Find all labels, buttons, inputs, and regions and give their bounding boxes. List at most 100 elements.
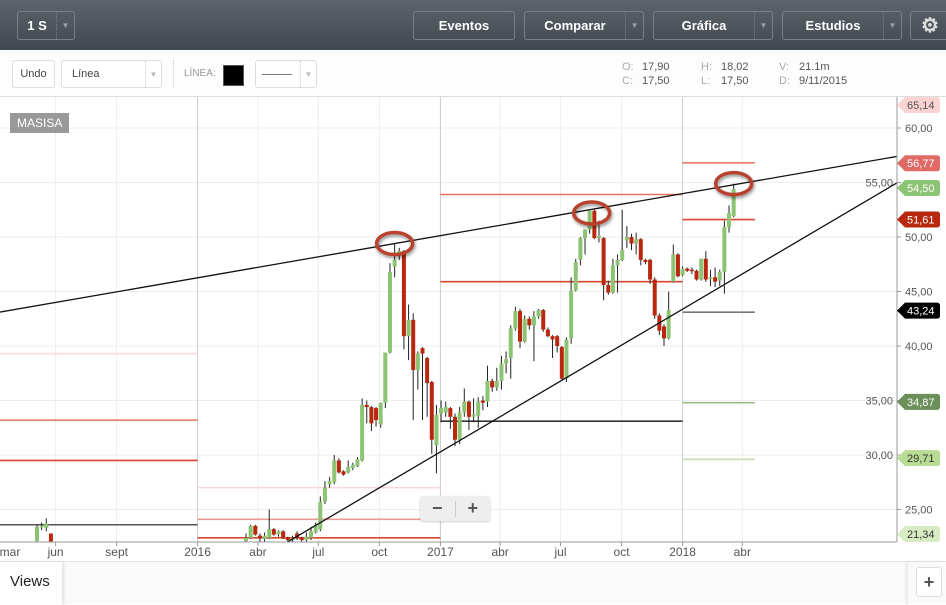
price-tag: 29,71 (897, 450, 940, 467)
candle-body (643, 259, 648, 263)
candle-body (457, 412, 462, 440)
compare-button[interactable]: Comparar ▼ (524, 11, 644, 40)
candle-body (685, 268, 690, 271)
candle-body (374, 408, 379, 421)
candle-body (629, 237, 634, 244)
line-style-label: ——— (262, 68, 292, 80)
candle (360, 398, 365, 462)
candle (634, 232, 639, 255)
candle-body (624, 237, 629, 241)
chevron-down-icon[interactable]: ▼ (56, 12, 74, 39)
views-tab[interactable]: Views (0, 562, 62, 605)
candle-body (383, 352, 388, 403)
candle-body (490, 380, 495, 388)
chevron-down-icon[interactable]: ▼ (754, 12, 772, 39)
y-tick-label: 35,00 (865, 396, 893, 408)
candle (615, 254, 620, 293)
candle-body (462, 401, 467, 413)
studies-button[interactable]: Estudios ▼ (782, 11, 902, 40)
candle (541, 308, 546, 332)
price-tag-label: 21,34 (907, 529, 935, 541)
line-color-swatch[interactable] (223, 65, 244, 86)
candle-body (253, 525, 258, 535)
candle (276, 530, 281, 537)
top-toolbar: 1 S ▼ Eventos Comparar ▼ Gráfica ▼ Estud… (0, 0, 946, 50)
undo-button[interactable]: Undo (12, 60, 55, 88)
chevron-down-icon[interactable]: ▼ (625, 12, 643, 39)
candle-body (476, 401, 481, 416)
trend-line (286, 182, 897, 542)
candle (494, 367, 499, 391)
candle (443, 401, 448, 417)
price-tag: 43,24 (897, 302, 940, 319)
x-tick-label: jul (553, 545, 566, 559)
price-tag-label: 34,87 (907, 397, 935, 409)
candle (346, 460, 351, 474)
highlight-circle (374, 230, 415, 257)
candle (327, 476, 332, 488)
chevron-down-icon: ▼ (145, 61, 161, 87)
candle (355, 457, 360, 467)
candle (39, 522, 44, 531)
candle (322, 481, 327, 505)
candle-body (411, 319, 416, 370)
x-tick-label: 2016 (184, 545, 211, 559)
candle-body (443, 407, 448, 413)
line-style-select[interactable]: ——— ▼ (255, 60, 317, 88)
chevron-down-icon[interactable]: ▼ (883, 12, 901, 39)
zoom-out-button[interactable]: − (431, 498, 443, 518)
zoom-in-button[interactable]: + (467, 498, 478, 518)
candle (309, 526, 314, 541)
candle-body (471, 414, 476, 417)
candle (629, 233, 634, 251)
candle-body (518, 311, 523, 342)
events-button[interactable]: Eventos (413, 11, 515, 40)
candle (313, 522, 318, 534)
candle-body (346, 466, 351, 473)
drawing-tool-select[interactable]: Línea ▼ (61, 60, 162, 88)
candle-body (480, 400, 485, 403)
candle-body (689, 269, 694, 272)
candle (662, 324, 667, 346)
candle-body (318, 501, 323, 530)
candle-body (466, 401, 471, 417)
add-view-button[interactable]: + (916, 567, 942, 597)
settings-button[interactable]: ⚙ (910, 11, 946, 40)
price-tag: 21,34 (897, 526, 940, 542)
date-label: D: (779, 75, 790, 87)
candle (545, 327, 550, 338)
candle (610, 258, 615, 294)
candle-body (569, 290, 574, 339)
candle (457, 407, 462, 445)
candle (34, 524, 39, 542)
candle (267, 509, 272, 539)
candle-body (39, 525, 44, 528)
candle-body (262, 535, 267, 539)
candle-body (564, 339, 569, 379)
candle-body (244, 537, 248, 542)
candle-body (448, 408, 453, 417)
candle (401, 250, 406, 350)
candle (652, 277, 657, 319)
candle (504, 351, 509, 374)
candle-body (360, 404, 365, 461)
chart-type-button[interactable]: Gráfica ▼ (653, 11, 773, 40)
candle (415, 351, 420, 390)
candle-body (596, 235, 601, 239)
x-tick-label: 2018 (669, 545, 696, 559)
x-tick-label: oct (614, 545, 631, 559)
close-value: 17,50 (642, 75, 670, 87)
candle-body (406, 319, 411, 337)
candle-body (559, 347, 564, 379)
period-selector[interactable]: 1 S ▼ (17, 11, 75, 40)
candle-body (434, 414, 439, 446)
candle (713, 267, 718, 288)
candle (559, 346, 564, 380)
candle-body (694, 270, 699, 280)
price-tag: 34,87 (897, 393, 940, 410)
candle (689, 267, 694, 275)
candle (685, 267, 690, 272)
candle-body (504, 359, 509, 364)
candle-body (299, 537, 304, 541)
price-chart[interactable]: 60,00 55,00 50,00 45,00 40,00 35,00 30,00 25,00… (0, 97, 946, 561)
